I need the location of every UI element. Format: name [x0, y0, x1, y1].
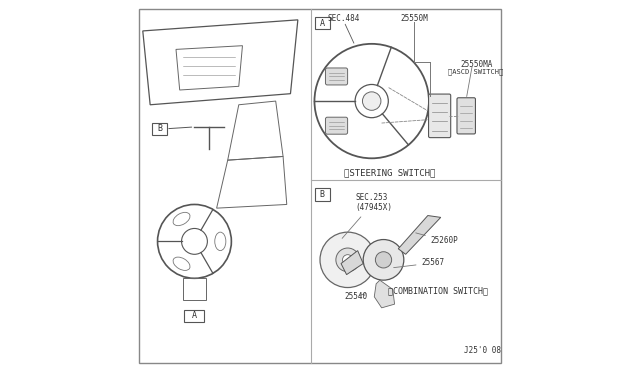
- FancyBboxPatch shape: [184, 310, 204, 321]
- Text: SEC.484: SEC.484: [328, 13, 360, 22]
- Text: J25'0 08: J25'0 08: [464, 346, 501, 355]
- FancyBboxPatch shape: [326, 68, 348, 85]
- Text: 〈STEERING SWITCH〉: 〈STEERING SWITCH〉: [344, 169, 436, 177]
- Circle shape: [320, 232, 376, 288]
- Polygon shape: [341, 251, 363, 275]
- Text: 25540: 25540: [345, 292, 368, 301]
- Text: 〈COMBINATION SWITCH〉: 〈COMBINATION SWITCH〉: [388, 287, 488, 296]
- FancyBboxPatch shape: [152, 123, 167, 135]
- FancyBboxPatch shape: [326, 117, 348, 134]
- Text: 25550MA: 25550MA: [461, 60, 493, 69]
- Circle shape: [363, 240, 404, 280]
- Circle shape: [376, 252, 392, 268]
- Text: SEC.253
(47945X): SEC.253 (47945X): [342, 193, 392, 238]
- Text: B: B: [157, 124, 162, 133]
- Text: 25550M: 25550M: [400, 13, 428, 22]
- Text: A: A: [320, 19, 324, 28]
- Text: 〈ASCD SWITCH〉: 〈ASCD SWITCH〉: [448, 68, 504, 75]
- Polygon shape: [374, 280, 395, 308]
- Polygon shape: [398, 215, 441, 254]
- Text: A: A: [192, 311, 197, 320]
- FancyBboxPatch shape: [429, 94, 451, 138]
- Text: 25260P: 25260P: [416, 233, 458, 245]
- Circle shape: [342, 255, 353, 265]
- Text: 25567: 25567: [394, 259, 445, 267]
- Circle shape: [336, 248, 360, 272]
- FancyBboxPatch shape: [457, 98, 476, 134]
- Text: B: B: [320, 190, 324, 199]
- Circle shape: [362, 92, 381, 110]
- FancyBboxPatch shape: [315, 188, 330, 201]
- FancyBboxPatch shape: [315, 17, 330, 29]
- FancyBboxPatch shape: [139, 9, 501, 363]
- Bar: [184, 278, 205, 301]
